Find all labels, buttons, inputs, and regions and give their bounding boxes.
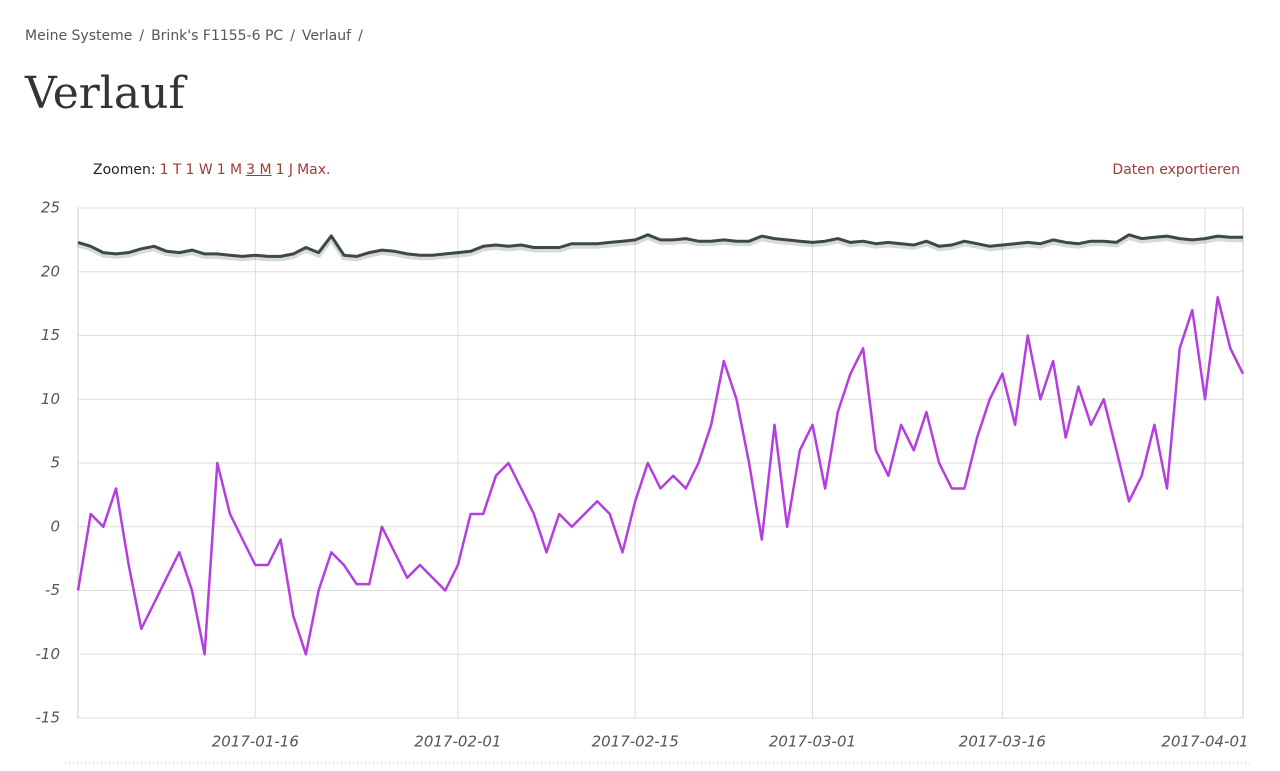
- breadcrumb-item[interactable]: Verlauf: [301, 28, 352, 44]
- series-line: [77, 233, 1243, 258]
- x-tick-label: 2017-03-16: [959, 733, 1046, 751]
- breadcrumb-item[interactable]: Brink's F1155-6 PC: [151, 28, 284, 44]
- zoom-option[interactable]: 3 M: [246, 162, 272, 178]
- breadcrumb-separator: /: [290, 28, 295, 44]
- page-title: Verlauf: [25, 68, 185, 119]
- zoom-option[interactable]: 1 W: [185, 162, 213, 178]
- y-tick-label: 15: [41, 326, 60, 344]
- y-tick-label: 0: [50, 517, 60, 535]
- x-tick-label: 2017-02-15: [592, 733, 679, 751]
- y-tick-label: -15: [36, 709, 61, 727]
- zoom-option[interactable]: 1 T: [159, 162, 182, 178]
- x-tick-label: 2017-02-01: [414, 733, 501, 751]
- breadcrumb: Meine Systeme / Brink's F1155-6 PC / Verlauf…: [25, 28, 370, 44]
- y-tick-label: 25: [41, 199, 60, 217]
- export-link[interactable]: Daten exportieren: [1112, 162, 1240, 178]
- y-tick-label: 10: [41, 390, 60, 408]
- x-tick-label: 2017-04-01: [1161, 733, 1248, 751]
- zoom-option[interactable]: 1 J: [275, 162, 294, 178]
- breadcrumb-item[interactable]: Meine Systeme: [25, 28, 133, 44]
- y-tick-label: 20: [41, 262, 60, 280]
- y-tick-label: 5: [50, 454, 60, 472]
- x-tick-label: 2017-01-16: [212, 733, 299, 751]
- zoom-option[interactable]: 1 M: [216, 162, 243, 178]
- x-tick-label: 2017-03-01: [769, 733, 856, 751]
- line-shadow: [77, 232, 1243, 262]
- breadcrumb-separator: /: [358, 28, 363, 44]
- breadcrumb-separator: /: [139, 28, 145, 44]
- y-tick-label: -10: [36, 645, 61, 663]
- series-line: [76, 296, 1245, 656]
- zoom-option[interactable]: Max.: [297, 162, 331, 178]
- zoom-label: Zoomen:: [93, 162, 156, 178]
- y-tick-label: -5: [45, 581, 60, 599]
